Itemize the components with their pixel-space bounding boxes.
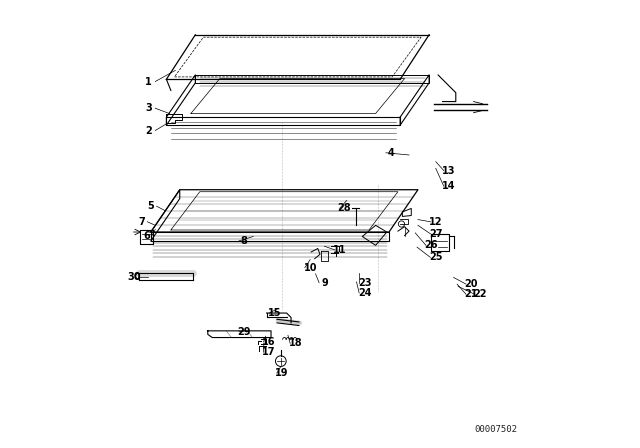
Text: 21: 21 (465, 289, 478, 299)
Text: 18: 18 (289, 338, 302, 348)
Text: 19: 19 (275, 368, 289, 378)
Text: 15: 15 (268, 308, 282, 318)
Text: 9: 9 (321, 278, 328, 288)
Text: 26: 26 (424, 241, 438, 250)
Text: 20: 20 (465, 279, 478, 289)
Text: 14: 14 (442, 181, 456, 191)
Text: 24: 24 (358, 288, 371, 298)
Text: 6: 6 (143, 231, 150, 241)
Text: 11: 11 (333, 245, 347, 255)
Text: 5: 5 (147, 201, 154, 211)
Text: 30: 30 (127, 271, 141, 281)
Text: 10: 10 (303, 263, 317, 273)
Text: 00007502: 00007502 (474, 425, 517, 434)
Text: 13: 13 (442, 166, 456, 176)
Text: 7: 7 (138, 217, 145, 227)
Text: 2: 2 (145, 125, 152, 135)
Text: 25: 25 (429, 252, 442, 263)
Text: 17: 17 (262, 347, 276, 357)
Text: 22: 22 (474, 289, 487, 299)
Text: 4: 4 (388, 148, 395, 158)
Text: 12: 12 (429, 217, 442, 227)
Text: 1: 1 (145, 77, 152, 86)
Text: 8: 8 (241, 236, 248, 246)
Text: 23: 23 (358, 278, 371, 288)
Text: 29: 29 (237, 327, 251, 337)
Text: 3: 3 (145, 103, 152, 113)
Text: 27: 27 (429, 229, 442, 239)
Text: 28: 28 (338, 203, 351, 213)
Text: 16: 16 (262, 337, 276, 347)
